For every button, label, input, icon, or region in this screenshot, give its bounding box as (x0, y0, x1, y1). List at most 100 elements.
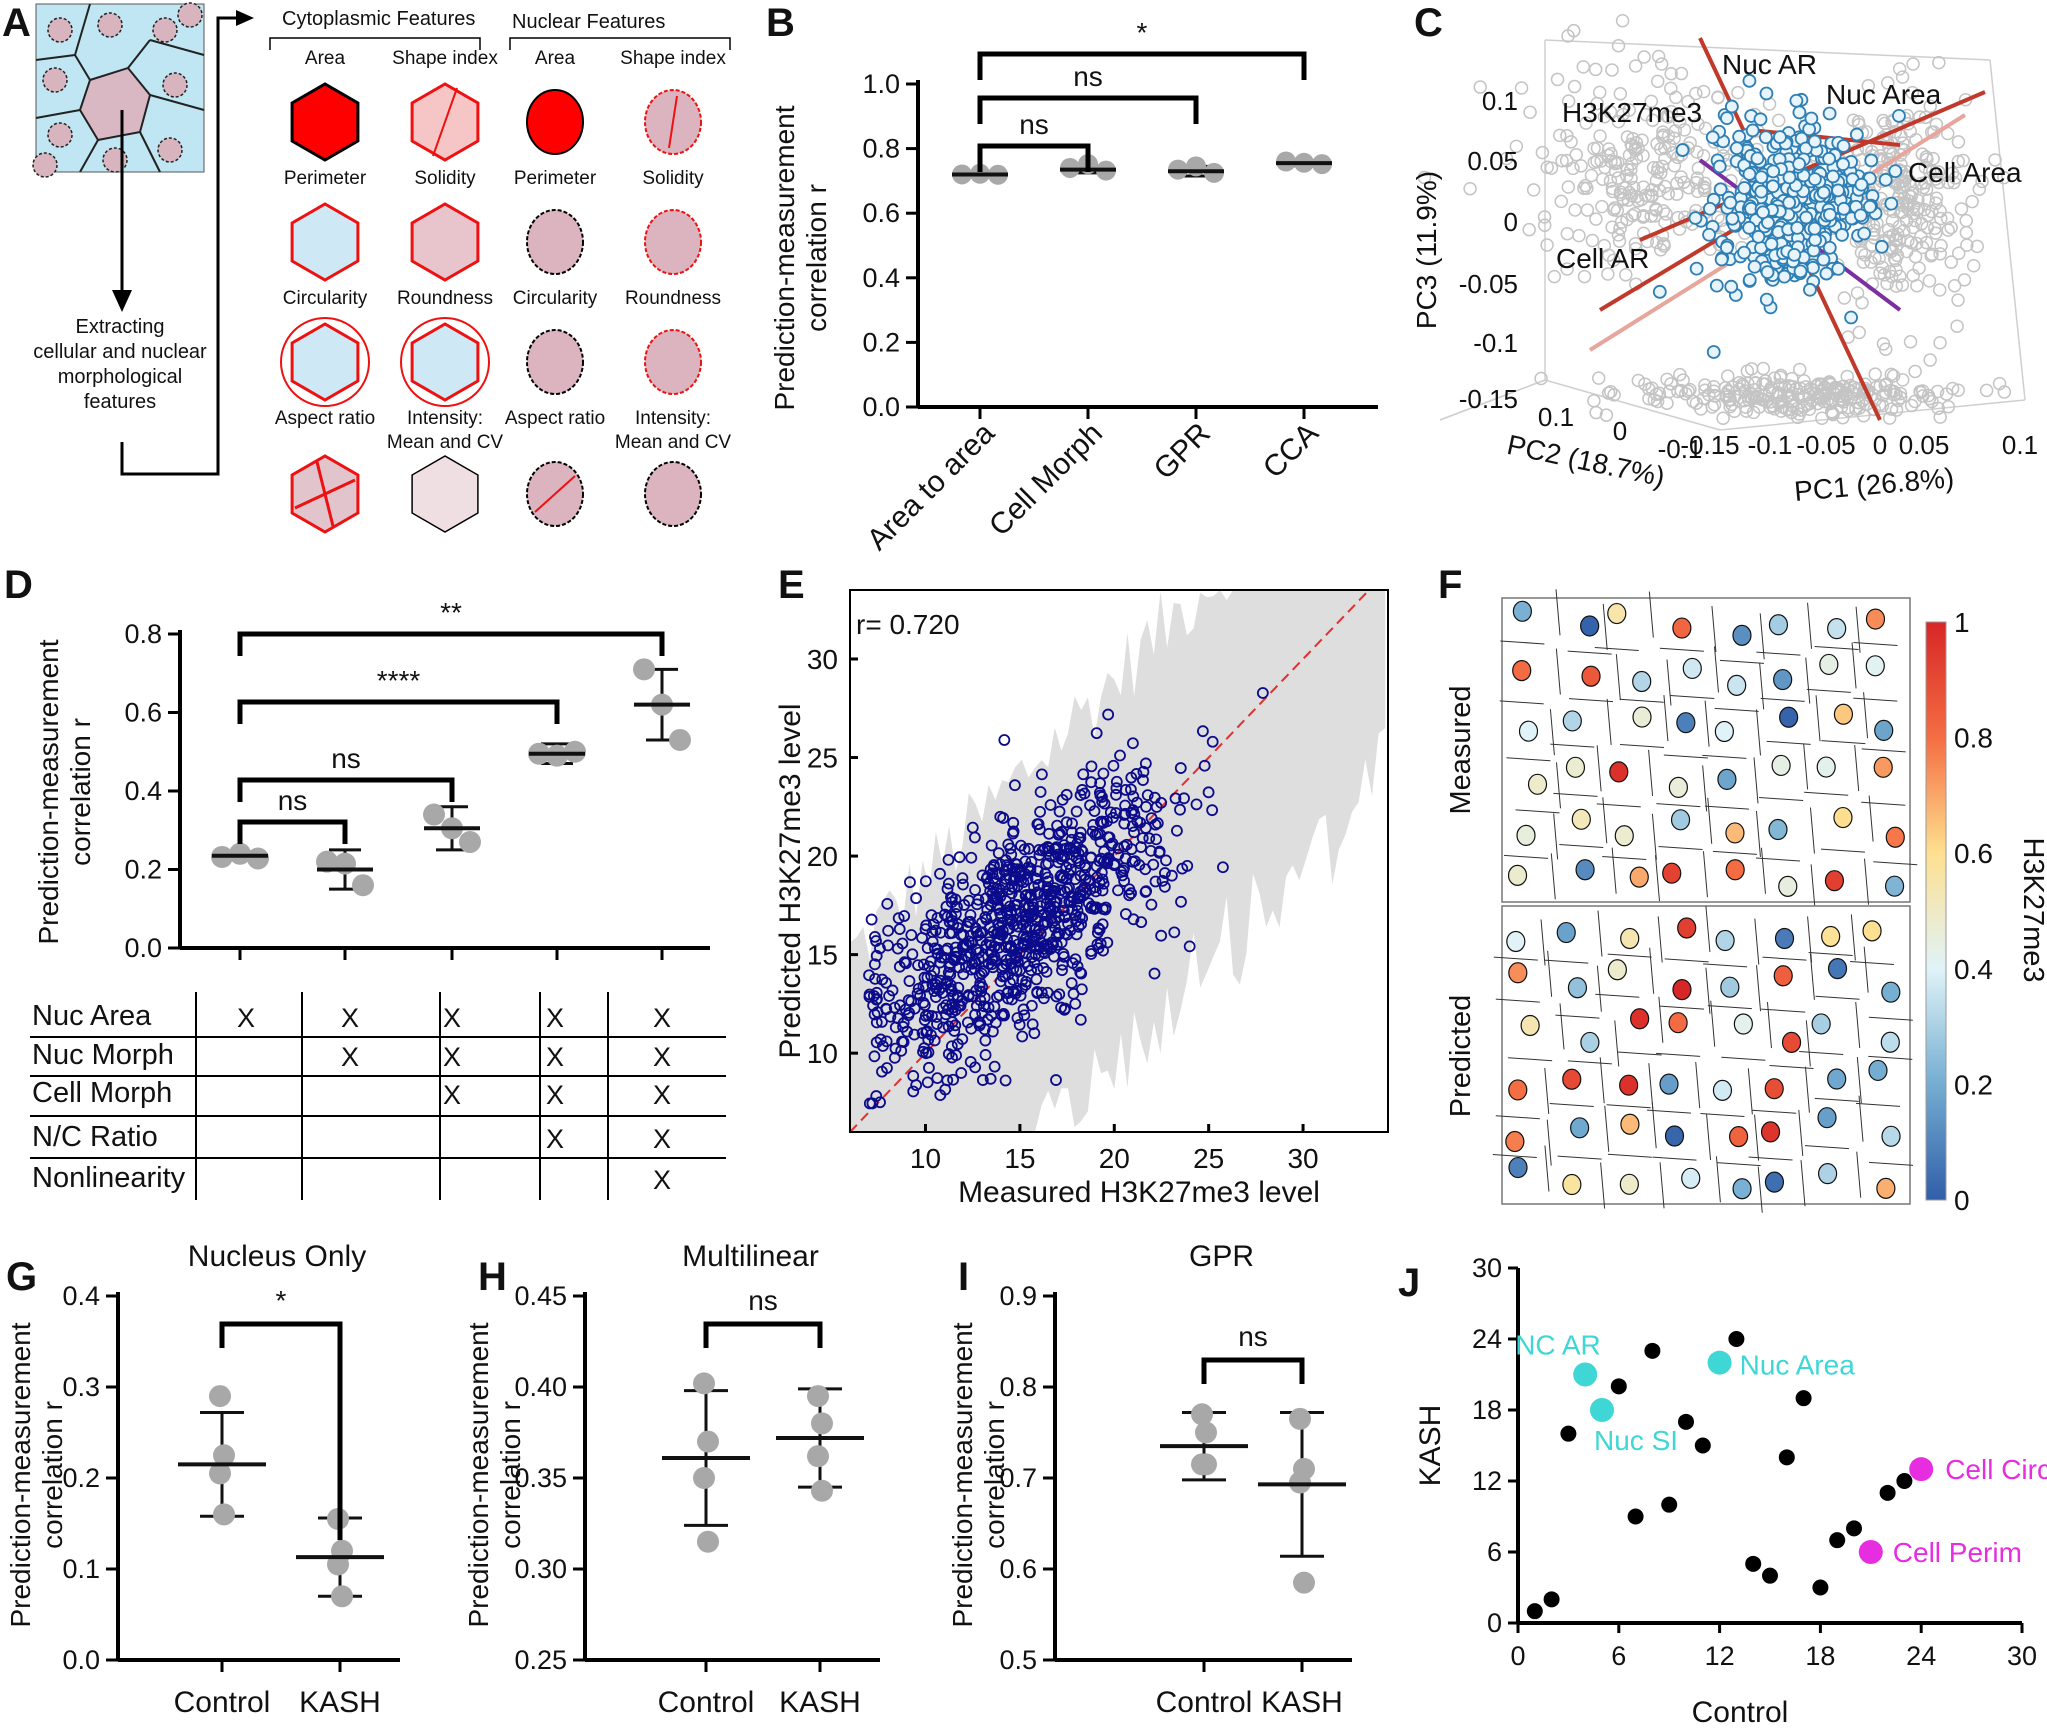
cell-border (1798, 1109, 1804, 1156)
projection-point (1930, 384, 1945, 399)
y-tick-label: 0.40 (514, 1372, 567, 1402)
cell-border (1659, 1005, 1704, 1010)
projection-point (1951, 293, 1965, 307)
data-point (971, 898, 983, 911)
y-tick-label: -0.15 (1459, 384, 1518, 414)
projection-point (1756, 361, 1771, 376)
predicted-map (1501, 905, 1911, 1205)
panel-e-label: E (778, 563, 805, 607)
projection-point (1847, 387, 1862, 401)
data-point (947, 990, 960, 1002)
data-point (1123, 889, 1136, 902)
projection-point (1741, 376, 1755, 391)
y-tick-label: 24 (1472, 1324, 1502, 1354)
projection-point (1966, 259, 1981, 273)
data-point (1854, 177, 1869, 192)
data-point (976, 926, 989, 939)
projection-point (1651, 161, 1665, 175)
data-point (1816, 252, 1831, 267)
projection-point (1651, 49, 1666, 64)
table-mark: X (237, 1003, 255, 1033)
data-point (1737, 181, 1752, 195)
projection-point (1559, 153, 1574, 168)
projection-point (1934, 211, 1948, 226)
projection-point (1856, 255, 1871, 269)
data-point (1148, 967, 1161, 980)
cell-border (1555, 589, 1561, 636)
data-point (895, 1044, 908, 1057)
data-point (1069, 997, 1082, 1010)
data-point (1737, 245, 1751, 260)
y-tick-label: 0.9 (999, 1281, 1037, 1311)
nucleus-marker (1732, 1178, 1752, 1200)
data-point (1026, 898, 1039, 910)
projection-point (1560, 262, 1574, 276)
data-point (1095, 852, 1108, 865)
svg-text:Prediction-measurement: Prediction-measurement (947, 1322, 978, 1627)
colorbar-title: H3K27me3 (2017, 837, 2047, 982)
projection-point (1790, 402, 1804, 416)
table-row-label: Cell Morph (32, 1077, 172, 1109)
panel-f-label: F (1438, 563, 1462, 607)
projection-point (1887, 251, 1902, 266)
cell-border (1815, 995, 1860, 1000)
table-mark: X (653, 1080, 671, 1110)
chart-title: GPR (1189, 1240, 1254, 1273)
projection-point (1723, 399, 1737, 414)
projection-point (1763, 400, 1777, 414)
projection-point (1707, 398, 1722, 412)
cell-border (1799, 1050, 1844, 1055)
nucleus-marker (1827, 958, 1848, 980)
projection-point (1899, 244, 1914, 259)
data-point (911, 987, 924, 1000)
projection-point (1895, 70, 1910, 84)
x-axis-title: PC1 (26.8%) (1793, 462, 1955, 507)
nucleus-shape (177, 2, 203, 28)
data-point (1803, 282, 1817, 297)
projection-point (1628, 241, 1643, 256)
cell-border (1804, 1066, 1810, 1113)
data-point (1041, 881, 1054, 894)
projection-point (1929, 191, 1944, 206)
feature-label: Area (535, 48, 576, 69)
data-point (943, 916, 956, 929)
data-point (926, 1010, 938, 1022)
nucleus-marker (1714, 720, 1734, 743)
table-mark: X (653, 1124, 671, 1154)
projection-point (1644, 94, 1659, 109)
z-tick-label: 0 (1613, 416, 1627, 446)
data-point (966, 957, 979, 970)
projection-point (1903, 335, 1918, 349)
projection-point (1771, 387, 1785, 401)
projection-point (1639, 107, 1653, 122)
cell-glyph (400, 317, 490, 407)
projection-point (1603, 174, 1618, 188)
projection-point (1611, 38, 1626, 53)
projection-point (1590, 154, 1604, 168)
panel-c-label: C (1414, 1, 1443, 45)
data-point (669, 728, 691, 751)
data-point (1059, 927, 1071, 940)
y-tick-label: 18 (1472, 1395, 1502, 1425)
nucleus-marker (1876, 1177, 1896, 1199)
data-point (1102, 708, 1115, 721)
projection-point (1929, 172, 1943, 186)
data-point (981, 903, 994, 916)
nucleus-marker (1884, 875, 1905, 897)
data-point (1065, 977, 1078, 990)
box-edge (1544, 379, 1721, 431)
nucleus-marker (1565, 756, 1586, 778)
projection-point (1689, 86, 1703, 101)
feature-label: Roundness (625, 288, 721, 309)
colorbar (1925, 621, 1947, 1201)
data-point (1003, 913, 1016, 926)
nucleus-marker (1715, 929, 1735, 952)
cell-border (1851, 642, 1857, 689)
projection-point (1792, 362, 1807, 377)
data-point (1759, 86, 1774, 101)
projection-point (1589, 212, 1603, 226)
data-point (459, 831, 481, 854)
data-point (1709, 278, 1724, 293)
data-point (633, 658, 655, 681)
data-point (1032, 818, 1045, 831)
